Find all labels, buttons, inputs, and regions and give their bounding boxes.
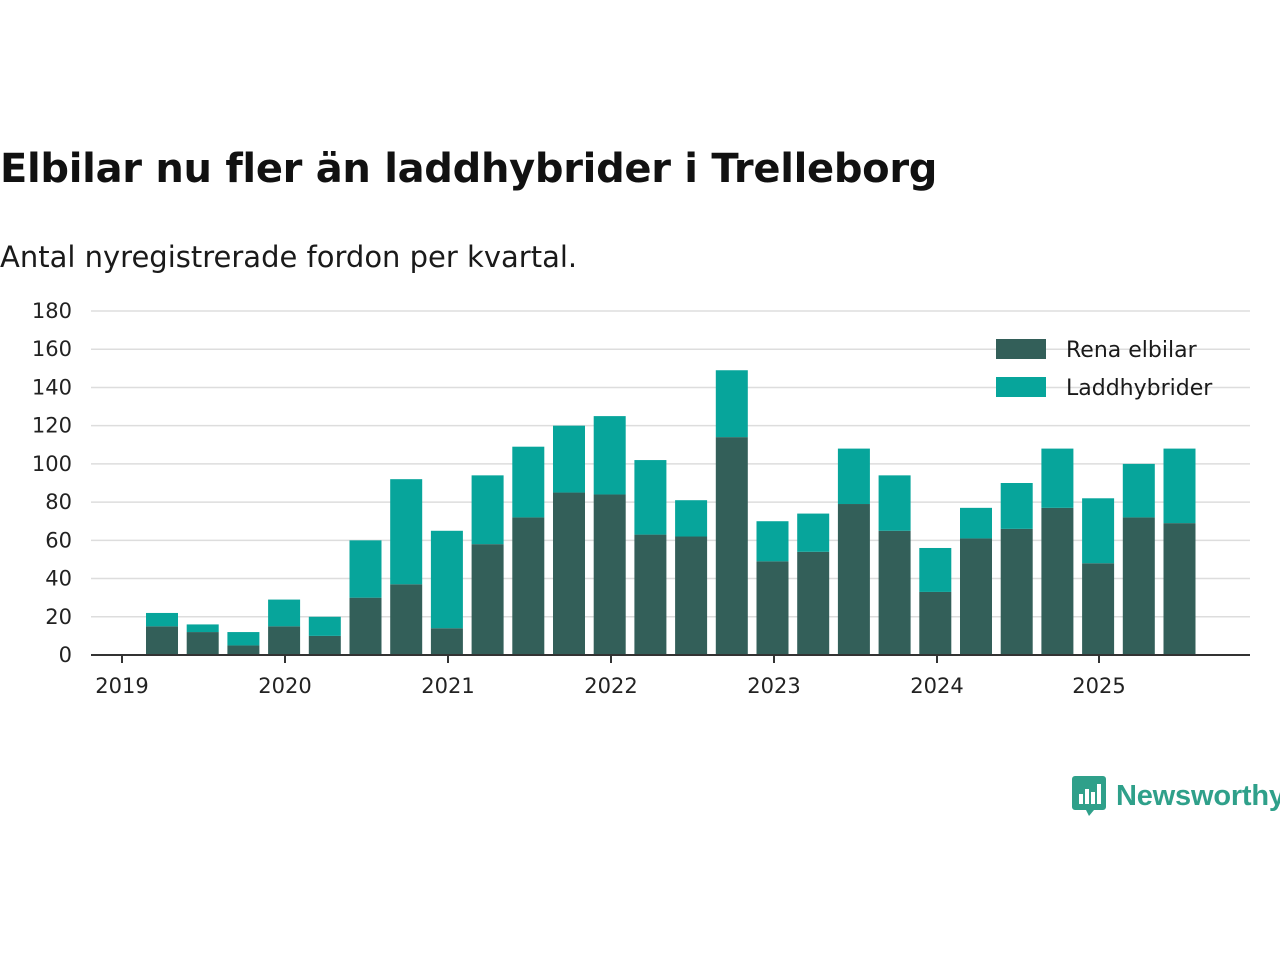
y-tick-label: 20 [45,605,72,629]
bar-rena-elbilar [1000,528,1033,655]
y-tick-label: 60 [45,528,72,552]
bar-rena-elbilar [675,536,708,655]
bar-laddhybrider [878,475,911,531]
bar-rena-elbilar [593,494,626,655]
bar-rena-elbilar [430,628,463,655]
bar-laddhybrider [268,599,301,627]
bar-laddhybrider [675,500,708,537]
x-tick-label: 2021 [421,674,474,698]
y-tick-label: 140 [32,375,72,399]
bar-rena-elbilar [715,437,748,655]
bar-rena-elbilar [186,632,219,655]
bar-rena-elbilar [308,635,341,655]
bar-laddhybrider [593,416,626,495]
bar-laddhybrider [512,446,545,518]
brand-name: Newsworthy [1116,779,1280,812]
bar-rena-elbilar [634,534,667,655]
bar-rena-elbilar [878,530,911,655]
x-tick-label: 2022 [584,674,637,698]
bar-laddhybrider [227,632,260,646]
bar-rena-elbilar [919,591,952,655]
y-tick-label: 40 [45,567,72,591]
newsworthy-brand: Newsworthy [1072,776,1280,816]
bar-rena-elbilar [471,544,504,655]
bar-laddhybrider [186,624,219,633]
bar-laddhybrider [634,460,667,535]
bar-rena-elbilar [390,584,423,655]
x-tick-label: 2023 [747,674,800,698]
bar-laddhybrider [1082,498,1115,564]
legend-label-rena-elbilar: Rena elbilar [1066,338,1198,363]
x-tick-label: 2019 [95,674,148,698]
bar-laddhybrider [837,448,870,505]
bar-laddhybrider [553,425,585,493]
chart-subtitle: Antal nyregistrerade fordon per kvartal. [0,240,578,274]
y-tick-label: 80 [45,490,72,514]
bar-laddhybrider [390,479,423,585]
y-tick-label: 0 [59,643,72,667]
newsworthy-logo-icon [1072,776,1106,816]
bars [146,370,1196,655]
stacked-bar-chart: 0 20 40 60 80 100 120 140 160 180 2019 2020 2021 202… [32,299,1250,698]
bar-laddhybrider [756,521,789,562]
bar-laddhybrider [797,513,830,552]
bar-rena-elbilar [1082,563,1115,655]
bar-laddhybrider [1041,448,1074,508]
bar-rena-elbilar [349,597,382,655]
y-tick-label: 180 [32,299,72,323]
y-tick-label: 100 [32,452,72,476]
legend: Rena elbilar Laddhybrider [996,338,1213,401]
x-axis: 2019 2020 2021 2022 2023 2024 2025 [95,655,1126,698]
chart-title: Elbilar nu fler än laddhybrider i Trelle… [0,146,938,192]
gridlines [91,310,1250,618]
bar-rena-elbilar [837,504,870,655]
bar-laddhybrider [1163,448,1196,524]
bar-laddhybrider [919,547,952,592]
bar-laddhybrider [430,530,463,629]
legend-label-laddhybrider: Laddhybrider [1066,376,1213,401]
bar-rena-elbilar [553,492,585,655]
bar-laddhybrider [349,540,382,598]
bar-rena-elbilar [1163,523,1196,655]
x-tick-label: 2025 [1072,674,1125,698]
bar-rena-elbilar [146,626,178,655]
bar-rena-elbilar [512,517,545,655]
legend-swatch-rena-elbilar [996,339,1046,359]
x-tick-label: 2024 [910,674,963,698]
y-tick-label: 160 [32,337,72,361]
bar-laddhybrider [308,616,341,636]
bar-laddhybrider [1000,483,1033,529]
bar-rena-elbilar [960,538,992,655]
bar-rena-elbilar [227,645,260,655]
bar-laddhybrider [960,507,992,539]
bar-laddhybrider [471,475,504,545]
x-tick-label: 2020 [258,674,311,698]
bar-rena-elbilar [797,551,830,655]
bar-laddhybrider [146,612,178,627]
y-tick-label: 120 [32,414,72,438]
bar-rena-elbilar [756,561,789,655]
bar-rena-elbilar [1122,517,1155,655]
bar-laddhybrider [1122,463,1155,518]
legend-swatch-laddhybrider [996,377,1046,397]
bar-laddhybrider [715,370,748,438]
y-axis: 0 20 40 60 80 100 120 140 160 180 [32,299,72,667]
bar-rena-elbilar [268,626,301,655]
bar-rena-elbilar [1041,507,1074,655]
